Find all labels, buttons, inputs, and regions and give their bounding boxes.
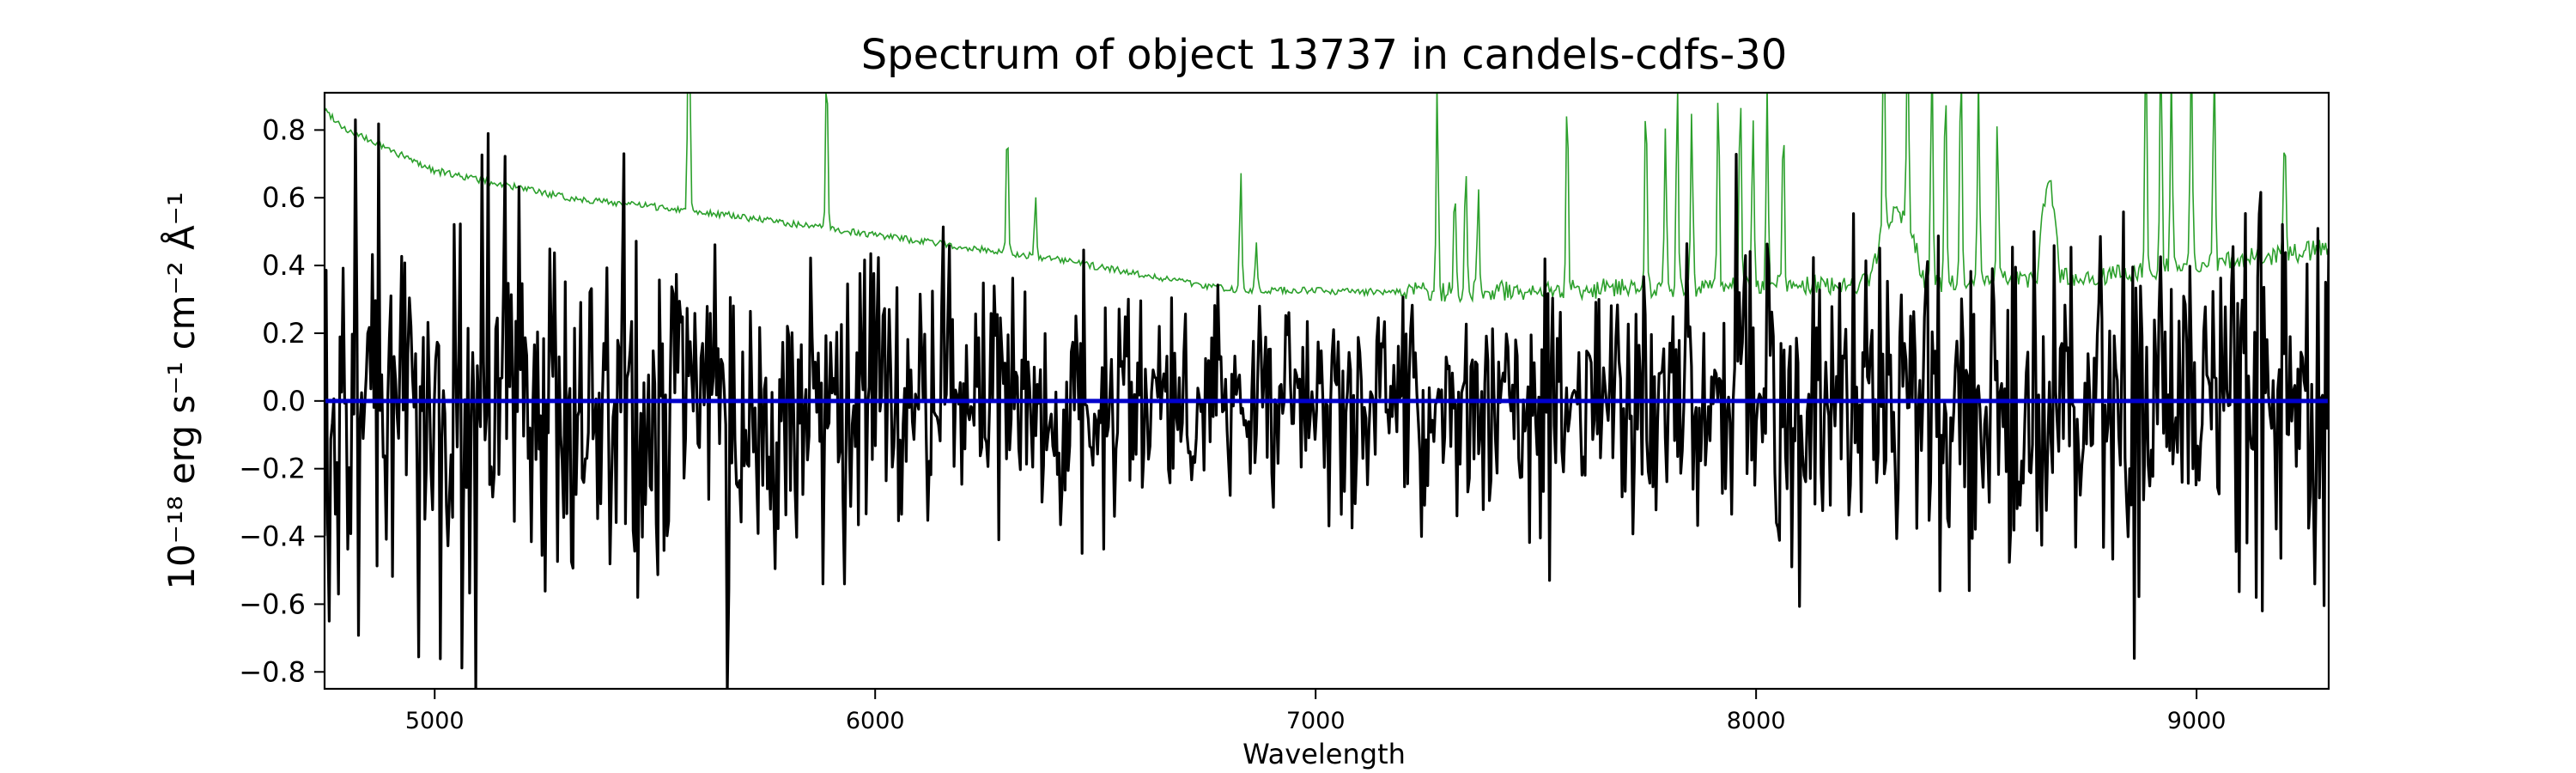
y-tick-label: 0.6 [262,181,306,214]
x-axis-ticks: 5000 6000 7000 8000 9000 [405,689,2227,734]
chart-title: Spectrum of object 13737 in candels-cdfs… [861,31,1788,79]
x-tick-label: 6000 [846,708,905,734]
x-tick-label: 8000 [1727,708,1786,734]
flux-spectrum-line [325,118,2329,689]
y-tick-label: −0.2 [239,453,306,485]
x-tick-label: 7000 [1286,708,1346,734]
y-tick-label: 0.4 [262,249,306,282]
y-axis-label: 10⁻¹⁸ erg s⁻¹ cm⁻² Å⁻¹ [160,192,203,589]
y-tick-label: 0.8 [262,113,306,146]
y-tick-label: −0.4 [239,520,306,553]
y-axis-ticks: 0.8 0.6 0.4 0.2 0.0 −0.2 −0.4 −0.6 −0.8 [239,113,325,688]
x-axis-label: Wavelength [1242,738,1406,770]
error-spectrum-line [325,93,2329,303]
x-tick-label: 9000 [2167,708,2227,734]
plot-frame [323,91,2330,691]
x-tick-label: 5000 [405,708,465,734]
y-tick-label: −0.6 [239,587,306,620]
y-tick-label: 0.2 [262,317,306,350]
y-tick-label: 0.0 [262,385,306,417]
series-layer [325,93,2329,689]
y-tick-label: −0.8 [239,655,306,688]
